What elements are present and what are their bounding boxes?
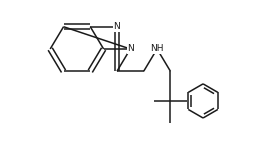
Text: N: N — [114, 22, 120, 31]
Text: N: N — [127, 44, 134, 53]
Text: NH: NH — [150, 44, 164, 53]
